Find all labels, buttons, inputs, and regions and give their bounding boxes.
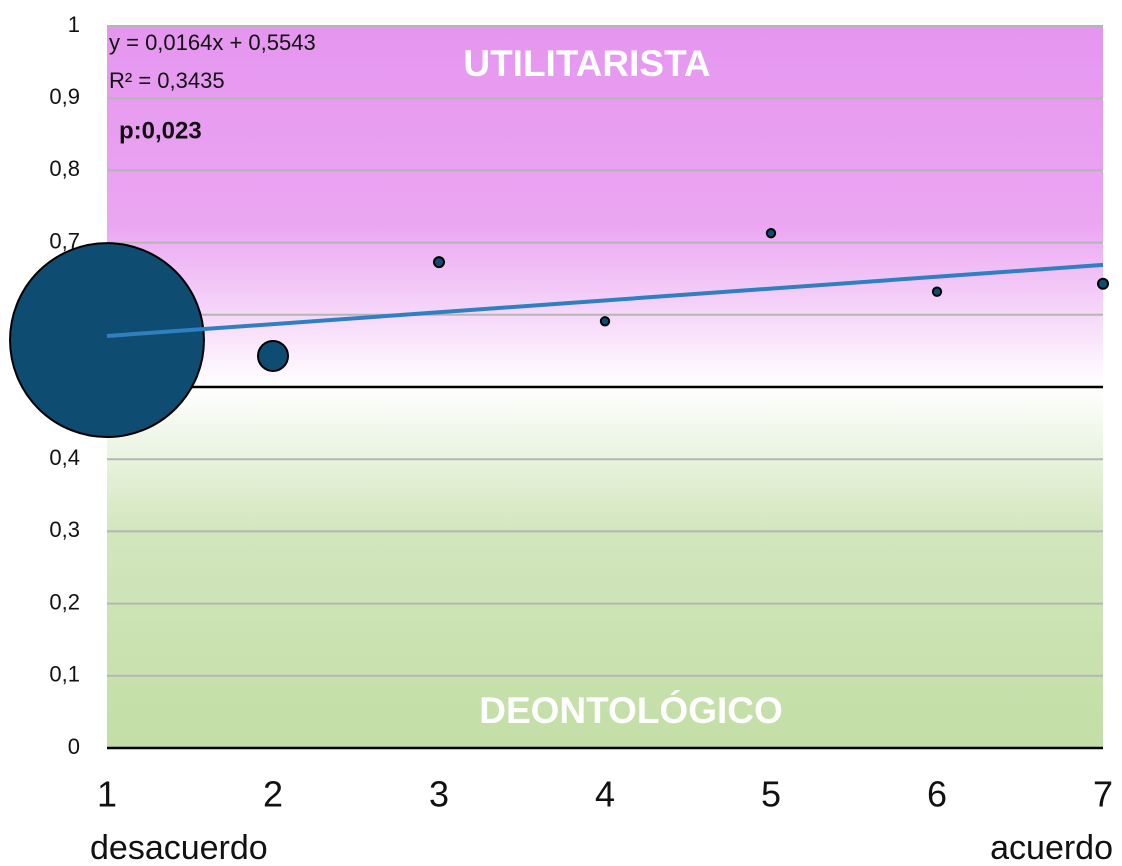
region-label: DEONTOLÓGICO [479,689,783,731]
x-tick-label: 6 [927,774,947,815]
y-tick-label: 0 [68,734,80,759]
x-tick-label: 1 [97,774,117,815]
y-tick-label: 0,4 [49,445,80,470]
trend-equation: y = 0,0164x + 0,5543 [109,30,316,55]
r-squared: R² = 0,3435 [109,68,225,93]
x-axis-note: desacuerdo [90,829,268,866]
x-axis-note: acuerdo [990,829,1113,866]
bubble [433,256,445,269]
y-tick-label: 0,2 [49,589,80,614]
y-tick-label: 0,1 [49,662,80,687]
p-value: p:0,023 [119,117,202,144]
bubble [931,286,943,297]
y-tick-label: 0,3 [49,517,80,542]
bubble [599,316,611,327]
bubble [257,339,289,372]
x-tick-label: 5 [761,774,781,815]
trend-line [106,262,1104,338]
x-tick-label: 3 [429,774,449,815]
y-tick-label: 0,9 [49,84,80,109]
bubble [1097,277,1109,290]
y-tick-label: 0,8 [49,156,80,181]
x-tick-label: 7 [1093,774,1113,815]
region-label: UTILITARISTA [463,43,710,84]
bubble [765,228,777,239]
x-tick-label: 2 [263,774,283,815]
lower-region [107,387,1103,748]
x-tick-label: 4 [595,774,615,815]
bubble [9,242,205,439]
y-tick-label: 1 [68,12,80,37]
upper-region [107,26,1103,387]
